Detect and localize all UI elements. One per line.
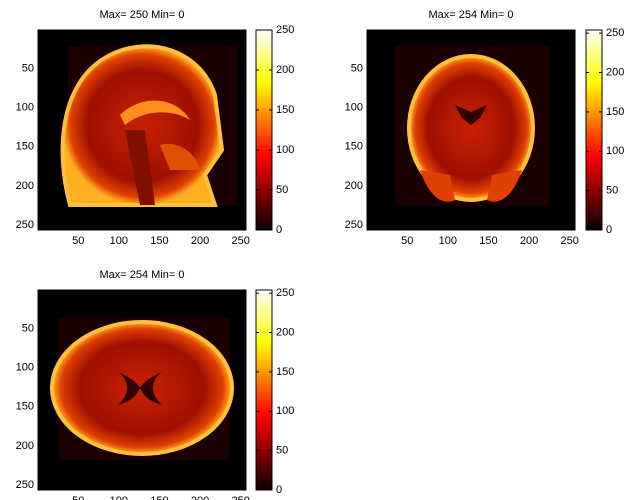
colorbar-tick-label: 200 (606, 66, 624, 78)
y-tick-label: 100 (16, 102, 34, 114)
colorbar-tick-label: 0 (276, 484, 282, 496)
colorbar-tick-label: 50 (276, 184, 288, 196)
colorbar-tick-label: 200 (276, 326, 294, 338)
subplot-title: Max= 254 Min= 0 (100, 269, 185, 281)
x-tick-label: 100 (439, 235, 457, 247)
colorbar-tick-label: 250 (276, 287, 294, 299)
colorbar (256, 290, 272, 490)
colorbar (256, 30, 272, 230)
y-tick-label: 100 (345, 102, 363, 114)
colorbar-tick-label: 100 (276, 405, 294, 417)
image-coronal (367, 30, 575, 230)
x-tick-label: 100 (110, 235, 128, 247)
x-tick-label: 200 (520, 235, 538, 247)
y-tick-label: 50 (22, 63, 34, 75)
colorbar-tick-label: 0 (606, 224, 612, 236)
y-tick-label: 200 (345, 180, 363, 192)
y-tick-label: 200 (16, 440, 34, 452)
colorbar-tick-label: 250 (606, 27, 624, 39)
x-tick-label: 250 (232, 235, 250, 247)
x-tick-label: 100 (110, 495, 128, 500)
y-tick-label: 200 (16, 180, 34, 192)
x-tick-label: 50 (72, 495, 84, 500)
y-tick-label: 150 (16, 141, 34, 153)
x-tick-label: 150 (150, 495, 168, 500)
colorbar-tick-label: 150 (606, 106, 624, 118)
x-tick-label: 50 (401, 235, 413, 247)
figure: Max= 250 Min= 0 50 100 150 200 250 50 100 150 200… (0, 0, 637, 500)
colorbar-tick-label: 0 (276, 224, 282, 236)
y-tick-label: 100 (16, 362, 34, 374)
y-tick-label: 250 (16, 219, 34, 231)
image-axial (38, 290, 246, 490)
colorbar (586, 30, 602, 230)
x-tick-label: 250 (561, 235, 579, 247)
x-tick-label: 250 (232, 495, 250, 500)
x-tick-label: 150 (479, 235, 497, 247)
x-tick-label: 200 (191, 235, 209, 247)
colorbar-tick-label: 50 (606, 185, 618, 197)
y-tick-label: 150 (16, 401, 34, 413)
y-tick-label: 150 (345, 141, 363, 153)
colorbar-tick-label: 100 (276, 144, 294, 156)
x-tick-label: 50 (72, 235, 84, 247)
colorbar-tick-label: 200 (276, 64, 294, 76)
y-tick-label: 50 (351, 63, 363, 75)
image-sagittal (38, 30, 246, 230)
colorbar-tick-label: 150 (276, 366, 294, 378)
x-tick-label: 200 (191, 495, 209, 500)
y-tick-label: 50 (22, 323, 34, 335)
subplot-title: Max= 254 Min= 0 (429, 9, 514, 21)
y-tick-label: 250 (345, 219, 363, 231)
colorbar-tick-label: 50 (276, 445, 288, 457)
subplot-title: Max= 250 Min= 0 (100, 9, 185, 21)
x-tick-label: 150 (150, 235, 168, 247)
colorbar-tick-label: 150 (276, 104, 294, 116)
y-tick-label: 250 (16, 479, 34, 491)
colorbar-tick-label: 250 (276, 24, 294, 36)
colorbar-tick-label: 100 (606, 145, 624, 157)
